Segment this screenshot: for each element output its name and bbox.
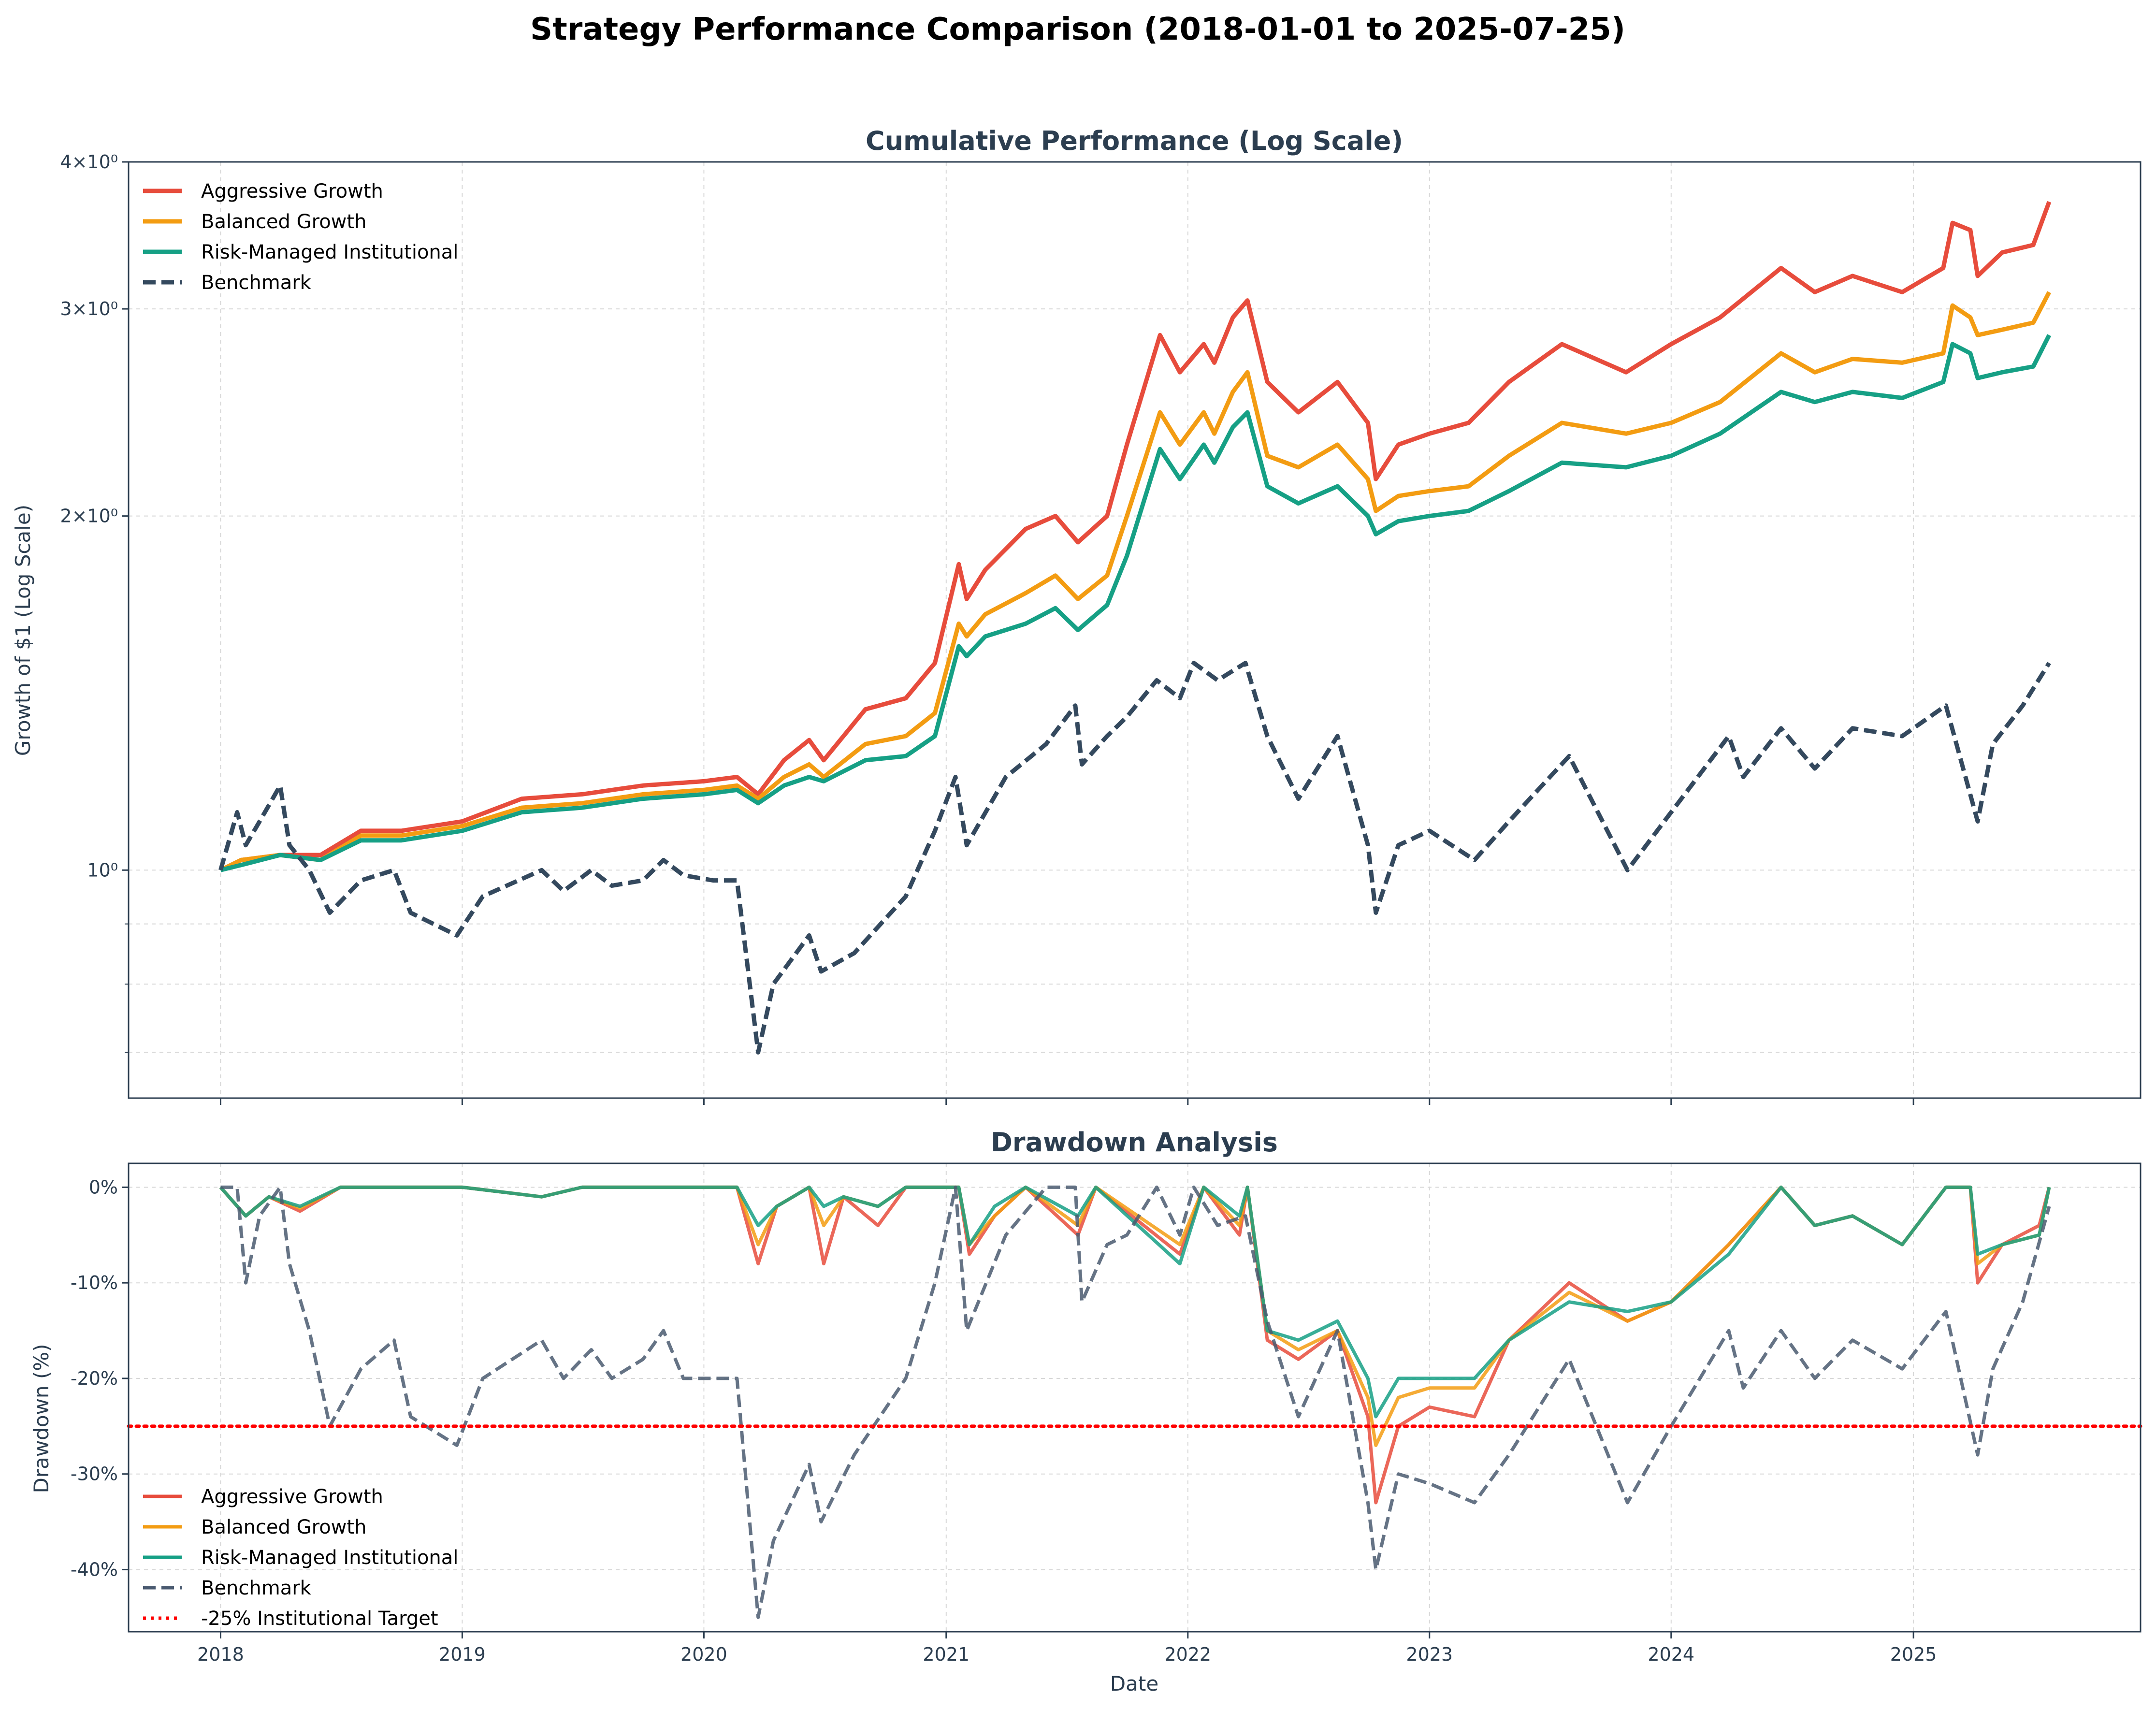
x-tick-label: 2019 [439, 1644, 486, 1665]
legend-label-25-institutional-target: -25% Institutional Target [201, 1608, 438, 1630]
panel-title-cumulative: Cumulative Performance (Log Scale) [866, 126, 1403, 156]
legend-label-risk-managed-institutional: Risk-Managed Institutional [201, 241, 458, 263]
y-axis-label-cumulative: Growth of $1 (Log Scale) [11, 505, 35, 756]
legend-label-balanced-growth: Balanced Growth [201, 211, 366, 233]
drawdown-panel: Drawdown Analysis 0% -10% -20% -30% -40% 201… [29, 1127, 2142, 1696]
plot-frame-cumulative [128, 161, 2142, 1099]
y-tick-label: 3×10⁰ [60, 298, 118, 319]
panel-title-drawdown: Drawdown Analysis [991, 1127, 1278, 1158]
cumulative-performance-panel: Cumulative Performance (Log Scale) 10⁰ 2×… [11, 126, 2142, 1105]
x-tick-label: 2018 [197, 1644, 244, 1665]
y-tick-label: 10⁰ [87, 859, 118, 881]
legend-label-aggressive-growth: Aggressive Growth [201, 180, 383, 203]
plot-frame-drawdown [128, 1162, 2142, 1633]
legend-label-risk-managed-institutional: Risk-Managed Institutional [201, 1547, 458, 1569]
y-tick-label: 2×10⁰ [60, 506, 118, 527]
series-benchmark [220, 1185, 2051, 1619]
y-tick-label: -40% [71, 1559, 118, 1580]
series-aggressive-growth [219, 201, 2052, 872]
series-risk-managed-institutional [219, 1185, 2051, 1419]
y-tick-label: -30% [71, 1464, 118, 1485]
legend-label-aggressive-growth: Aggressive Growth [201, 1486, 383, 1508]
y-tick-label: 0% [89, 1176, 118, 1198]
series-risk-managed-institutional [220, 334, 2052, 872]
x-tick-label: 2024 [1648, 1644, 1694, 1665]
legend-label-benchmark: Benchmark [201, 272, 312, 294]
x-tick-label: 2021 [923, 1644, 969, 1665]
series-benchmark [218, 661, 2051, 1055]
legend-label-balanced-growth: Balanced Growth [201, 1516, 366, 1538]
x-tick-label: 2023 [1406, 1644, 1453, 1665]
x-tick-label: 2020 [680, 1644, 727, 1665]
y-tick-label: 4×10⁰ [60, 151, 118, 173]
figure-title: Strategy Performance Comparison (2018-01… [530, 12, 1625, 47]
x-tick-label: 2022 [1164, 1644, 1211, 1665]
y-axis-label-drawdown: Drawdown (%) [29, 1344, 53, 1493]
x-tick-label: 2025 [1890, 1644, 1937, 1665]
y-tick-label: -20% [71, 1368, 118, 1389]
legend-label-benchmark: Benchmark [201, 1577, 312, 1599]
series-balanced-growth [219, 291, 2051, 872]
y-tick-label: -10% [71, 1272, 118, 1293]
x-axis-label: Date [1110, 1672, 1158, 1696]
